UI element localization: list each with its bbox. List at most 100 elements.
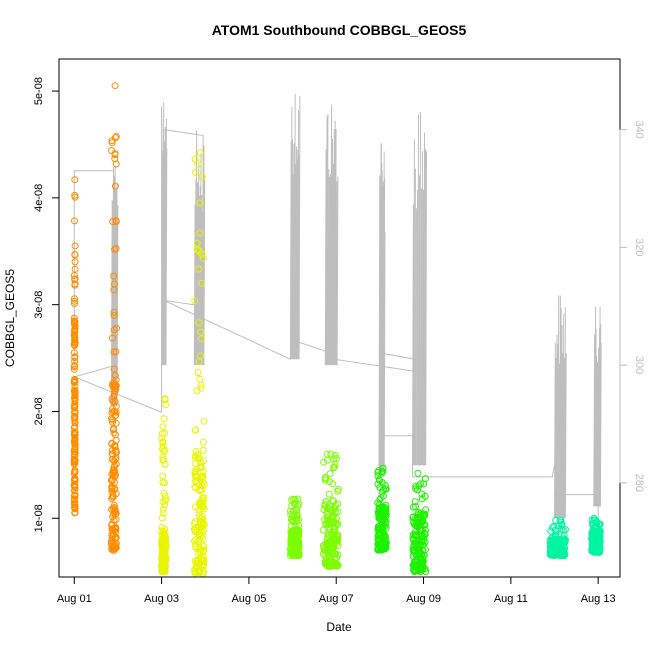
x-tick-label: Aug 09 [406, 593, 441, 605]
data-point [108, 439, 116, 447]
data-point [320, 458, 328, 466]
scatter-cluster [546, 516, 569, 560]
data-point [109, 418, 116, 426]
y-axis-label: COBBGL_GEOS5 [3, 269, 17, 367]
data-point [71, 217, 78, 225]
data-point [194, 451, 202, 459]
data-point [198, 173, 206, 181]
data-point [111, 150, 119, 158]
data-point [295, 551, 302, 559]
data-point [71, 342, 79, 349]
data-point [378, 525, 386, 533]
data-point [330, 543, 338, 551]
data-point [326, 478, 333, 486]
data-point [159, 442, 167, 450]
data-point [419, 541, 427, 549]
data-point [327, 553, 335, 561]
y-tick-label: 4e-08 [33, 184, 45, 212]
data-point [194, 160, 202, 168]
data-point [158, 514, 166, 522]
data-point [409, 546, 417, 554]
scatter-cluster [409, 469, 430, 576]
data-point [293, 541, 301, 548]
data-point [71, 484, 79, 492]
scatter-cluster [107, 82, 120, 554]
data-point [112, 382, 120, 390]
data-point [376, 544, 384, 552]
data-point [596, 520, 604, 528]
data-point [70, 365, 78, 373]
data-point [159, 505, 167, 513]
data-point [111, 478, 118, 486]
data-point [331, 520, 339, 528]
data-point [378, 468, 386, 476]
data-point [71, 468, 79, 476]
data-point [194, 246, 202, 254]
data-point [200, 568, 208, 576]
data-point [71, 295, 78, 303]
data-point [419, 547, 427, 555]
data-point [110, 457, 118, 465]
data-point [333, 455, 340, 463]
data-point [196, 199, 204, 207]
data-point [108, 525, 116, 533]
data-point [160, 415, 168, 423]
data-point [71, 281, 79, 289]
data-point [195, 265, 203, 273]
data-point [109, 450, 117, 458]
data-point [559, 549, 567, 556]
data-point [110, 326, 118, 334]
data-point [375, 467, 383, 475]
data-point [197, 328, 205, 336]
data-point [159, 456, 167, 464]
data-point [588, 516, 596, 524]
data-point [199, 467, 207, 475]
data-point [547, 537, 555, 545]
scatter-cluster [287, 495, 303, 560]
data-point [112, 402, 120, 410]
data-point [330, 455, 338, 463]
data-point [108, 409, 116, 417]
altitude-trace [72, 106, 599, 530]
y-tick-label: 2e-08 [33, 397, 45, 425]
data-point [374, 472, 382, 480]
data-point [70, 455, 78, 463]
x-tick-label: Aug 13 [581, 593, 616, 605]
data-point [195, 455, 203, 463]
data-point [71, 505, 79, 513]
data-point [161, 566, 169, 574]
data-point [560, 531, 568, 539]
data-point [159, 438, 167, 445]
data-point [289, 513, 296, 521]
data-point [70, 272, 78, 279]
data-point [409, 553, 417, 561]
data-point [192, 169, 200, 176]
x-axis: Aug 01 Aug 03 Aug 05 Aug 07 Aug 09 Aug 11 Aug … [57, 576, 616, 605]
data-point [378, 479, 386, 486]
data-point [71, 412, 79, 420]
data-point [195, 358, 203, 366]
data-point [409, 503, 417, 511]
data-point [161, 541, 169, 549]
data-point [71, 500, 79, 508]
data-point [109, 397, 117, 405]
data-point [158, 540, 166, 548]
data-point [382, 510, 390, 518]
data-point [379, 511, 387, 519]
data-point [199, 534, 207, 542]
data-point [333, 562, 341, 570]
data-point [161, 479, 169, 487]
data-point [110, 393, 118, 401]
data-point [197, 352, 205, 360]
data-point [417, 565, 425, 573]
data-point [195, 319, 203, 327]
data-point [198, 250, 206, 258]
data-point [198, 486, 206, 493]
y-axis: 1e-08 2e-08 3e-08 4e-08 5e-08 [33, 77, 60, 532]
data-point [110, 348, 118, 356]
data-point [199, 438, 207, 446]
data-point [198, 561, 206, 569]
data-point [71, 440, 79, 448]
data-point [112, 490, 120, 498]
data-point [71, 491, 78, 499]
